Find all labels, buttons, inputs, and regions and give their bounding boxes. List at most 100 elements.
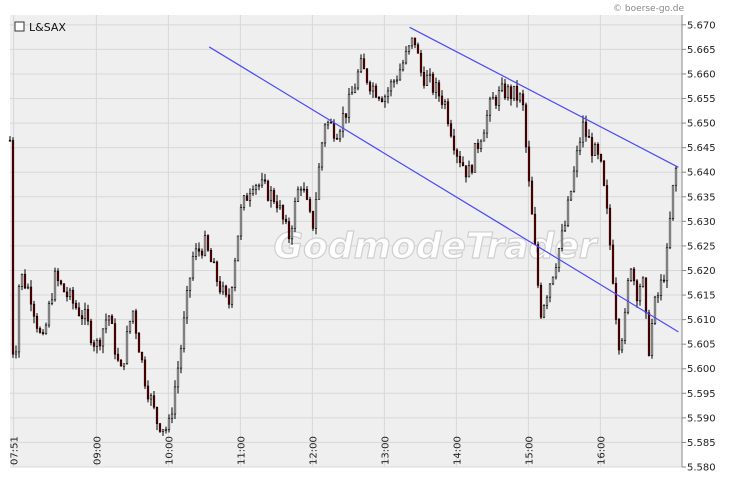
candle-body bbox=[242, 195, 246, 208]
candle-body bbox=[299, 188, 303, 191]
candle-body bbox=[140, 351, 144, 361]
candle-body bbox=[119, 359, 123, 367]
candle-body bbox=[464, 165, 468, 178]
candle-body bbox=[212, 261, 216, 264]
candle-body bbox=[572, 170, 576, 192]
candle-body bbox=[185, 290, 189, 319]
candle-body bbox=[647, 312, 651, 356]
legend-swatch bbox=[14, 21, 25, 32]
candle-body bbox=[395, 79, 399, 82]
candle-body bbox=[392, 80, 396, 83]
candle-body bbox=[389, 81, 393, 92]
candle-body bbox=[449, 123, 453, 137]
candle-body bbox=[17, 286, 21, 353]
candle-body bbox=[14, 351, 18, 355]
y-tick-label: 5.595 bbox=[687, 389, 716, 400]
candle-body bbox=[173, 386, 177, 415]
candle-body bbox=[557, 248, 561, 268]
candle-body bbox=[503, 83, 507, 99]
candle-body bbox=[419, 53, 423, 73]
candle-body bbox=[134, 310, 138, 334]
candle-body bbox=[524, 104, 528, 148]
x-tick-label: 11:00 bbox=[236, 436, 247, 465]
candle-body bbox=[227, 294, 231, 305]
x-tick-label: 09:00 bbox=[92, 436, 103, 465]
candle-body bbox=[311, 210, 315, 229]
candle-body bbox=[239, 207, 243, 237]
candle-body bbox=[8, 139, 12, 142]
candle-body bbox=[611, 244, 615, 284]
y-tick-label: 5.580 bbox=[687, 463, 716, 474]
y-tick-label: 5.605 bbox=[687, 340, 716, 351]
candle-body bbox=[644, 277, 648, 314]
candle-body bbox=[188, 277, 192, 291]
candle-body bbox=[368, 82, 372, 92]
candle-body bbox=[563, 224, 567, 232]
candle-body bbox=[407, 45, 411, 52]
candle-body bbox=[77, 307, 81, 316]
y-tick-label: 5.600 bbox=[687, 364, 716, 375]
candle-body bbox=[476, 142, 480, 149]
trendline bbox=[409, 26, 679, 168]
y-tick-label: 5.620 bbox=[687, 266, 716, 277]
candle-body bbox=[608, 207, 612, 246]
candle-body bbox=[377, 96, 381, 99]
candle-body bbox=[473, 142, 477, 173]
candle-body bbox=[257, 184, 261, 187]
candle-body bbox=[47, 303, 51, 326]
candle-body bbox=[602, 160, 606, 186]
candle-body bbox=[221, 285, 225, 293]
candle-body bbox=[575, 150, 579, 172]
copyright-text: © boerse-go.de bbox=[613, 4, 684, 14]
candle-body bbox=[248, 193, 252, 201]
candle-body bbox=[587, 136, 591, 138]
y-tick-label: 5.630 bbox=[687, 217, 716, 228]
candle-body bbox=[161, 429, 165, 432]
candle-body bbox=[461, 162, 465, 166]
candle-body bbox=[545, 296, 549, 306]
candle-body bbox=[167, 417, 171, 430]
candle-body bbox=[470, 165, 474, 173]
x-tick-label: 15:00 bbox=[524, 436, 535, 465]
candle-body bbox=[515, 85, 519, 101]
candle-body bbox=[614, 283, 618, 320]
candle-body bbox=[356, 71, 360, 89]
candle-body bbox=[62, 283, 66, 293]
candle-body bbox=[542, 305, 546, 318]
candle-body bbox=[593, 143, 597, 156]
candle-body bbox=[125, 331, 129, 364]
candle-body bbox=[527, 146, 531, 182]
candle-body bbox=[509, 86, 513, 100]
candle-body bbox=[200, 250, 204, 256]
candle-body bbox=[92, 342, 96, 347]
candle-body bbox=[560, 230, 564, 249]
candle-body bbox=[536, 244, 540, 286]
candle-body bbox=[662, 279, 666, 282]
candle-body bbox=[269, 190, 273, 201]
candle-body bbox=[428, 73, 432, 76]
candle-body bbox=[98, 339, 102, 347]
candle-body bbox=[314, 199, 318, 229]
candle-body bbox=[386, 90, 390, 98]
y-axis-ticks: 5.580 5.585 5.590 5.595 5.600 5.605 5.610 5.615… bbox=[682, 20, 716, 474]
x-tick-label: 14:00 bbox=[452, 436, 463, 465]
candle-body bbox=[224, 285, 228, 296]
candle-body bbox=[281, 205, 285, 220]
candle-body bbox=[512, 85, 516, 100]
candle-body bbox=[329, 121, 333, 124]
candle-body bbox=[413, 37, 417, 46]
candle-body bbox=[533, 213, 537, 245]
candle-body bbox=[401, 62, 405, 71]
candle-body bbox=[521, 93, 525, 106]
y-tick-label: 5.635 bbox=[687, 192, 716, 203]
candle-body bbox=[332, 122, 336, 139]
candle-body bbox=[104, 319, 108, 330]
candle-body bbox=[398, 69, 402, 81]
candle-body bbox=[656, 295, 660, 298]
candle-body bbox=[416, 44, 420, 54]
candle-body bbox=[599, 154, 603, 162]
candle-body bbox=[548, 283, 552, 298]
candle-body bbox=[350, 92, 354, 95]
y-tick-label: 5.615 bbox=[687, 291, 716, 302]
legend-label: L&SAX bbox=[29, 21, 66, 34]
